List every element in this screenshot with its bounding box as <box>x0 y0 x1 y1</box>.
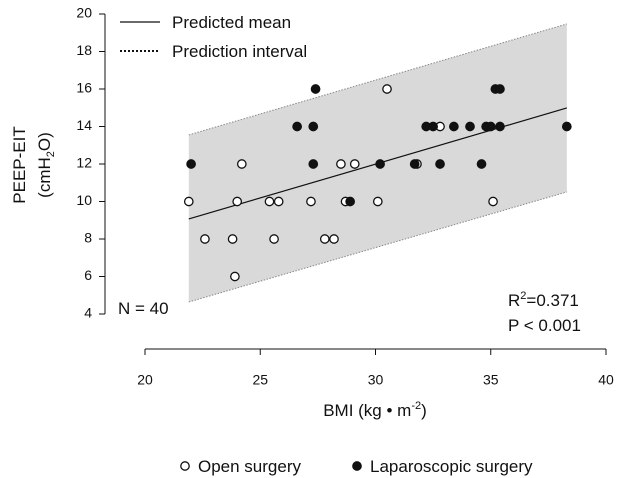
y-tick-label: 6 <box>84 267 92 283</box>
data-point <box>306 196 316 207</box>
y-tick-label: 4 <box>84 305 92 321</box>
label-part: BMI (kg • m <box>323 401 411 420</box>
x-tick-label: 40 <box>598 372 614 388</box>
data-point <box>409 159 420 169</box>
y-tick-label: 16 <box>76 80 92 96</box>
y-axis-unit: (cmH2O) <box>35 132 57 198</box>
data-point <box>435 159 445 169</box>
label-part: ) <box>421 401 427 420</box>
data-point <box>236 159 247 169</box>
unit-part: (cmH <box>35 157 54 198</box>
data-point <box>336 159 346 169</box>
data-point <box>372 196 383 207</box>
data-point <box>375 159 385 169</box>
data-point <box>227 234 238 244</box>
y-tick-label: 10 <box>76 192 92 208</box>
data-point <box>308 159 319 169</box>
y-axis-title: PEEP-EIT <box>10 126 29 203</box>
data-point <box>310 84 321 94</box>
y-tick-label: 18 <box>76 42 92 58</box>
legend-label: Laparoscopic surgery <box>370 457 533 476</box>
data-point <box>488 196 498 207</box>
legend-label: Predicted mean <box>172 13 291 32</box>
y-tick-label: 20 <box>76 5 92 21</box>
x-axis-title: BMI (kg • m-2) <box>323 400 427 420</box>
data-point <box>200 234 210 244</box>
data-point <box>345 196 355 207</box>
legend-label: Open surgery <box>198 457 301 476</box>
x-tick-label: 30 <box>368 372 384 388</box>
x-tick-label: 35 <box>483 372 499 388</box>
data-point <box>495 121 505 132</box>
y-tick-label: 12 <box>76 155 92 171</box>
data-point <box>183 196 194 207</box>
r2-part: =0.371 <box>526 291 578 310</box>
legend-marker <box>180 461 190 471</box>
data-point <box>230 271 240 282</box>
interval-edge <box>188 23 567 136</box>
x-tick-label: 25 <box>252 372 268 388</box>
data-point <box>495 84 505 94</box>
unit-part: O) <box>35 132 54 151</box>
legend-marker <box>352 461 362 471</box>
data-point <box>292 121 302 132</box>
label-sup: -2 <box>411 400 421 412</box>
data-point <box>329 234 339 244</box>
data-point <box>273 196 284 207</box>
r2-sup: 2 <box>520 290 526 302</box>
data-point <box>465 121 475 132</box>
data-point <box>269 234 279 244</box>
annotation-p: P < 0.001 <box>508 316 581 335</box>
legend-label: Prediction interval <box>172 42 307 61</box>
interval-edge <box>188 191 567 303</box>
annotation-r2: R2=0.371 <box>508 290 579 310</box>
annotation-n: N = 40 <box>118 299 169 318</box>
y-tick-label: 8 <box>84 230 92 246</box>
y-tick-label: 14 <box>76 117 92 133</box>
data-point <box>561 121 572 132</box>
r2-part: R <box>508 291 520 310</box>
data-point <box>476 159 487 169</box>
data-point <box>349 159 360 169</box>
data-point <box>232 196 243 207</box>
data-point <box>308 121 319 132</box>
data-point <box>428 121 438 132</box>
unit-sub: 2 <box>45 151 57 157</box>
data-point <box>264 196 275 207</box>
data-point <box>186 159 196 169</box>
data-point <box>319 234 330 244</box>
x-tick-label: 20 <box>137 372 153 388</box>
data-point <box>449 121 459 132</box>
data-point <box>382 84 392 94</box>
data-point <box>485 121 496 132</box>
